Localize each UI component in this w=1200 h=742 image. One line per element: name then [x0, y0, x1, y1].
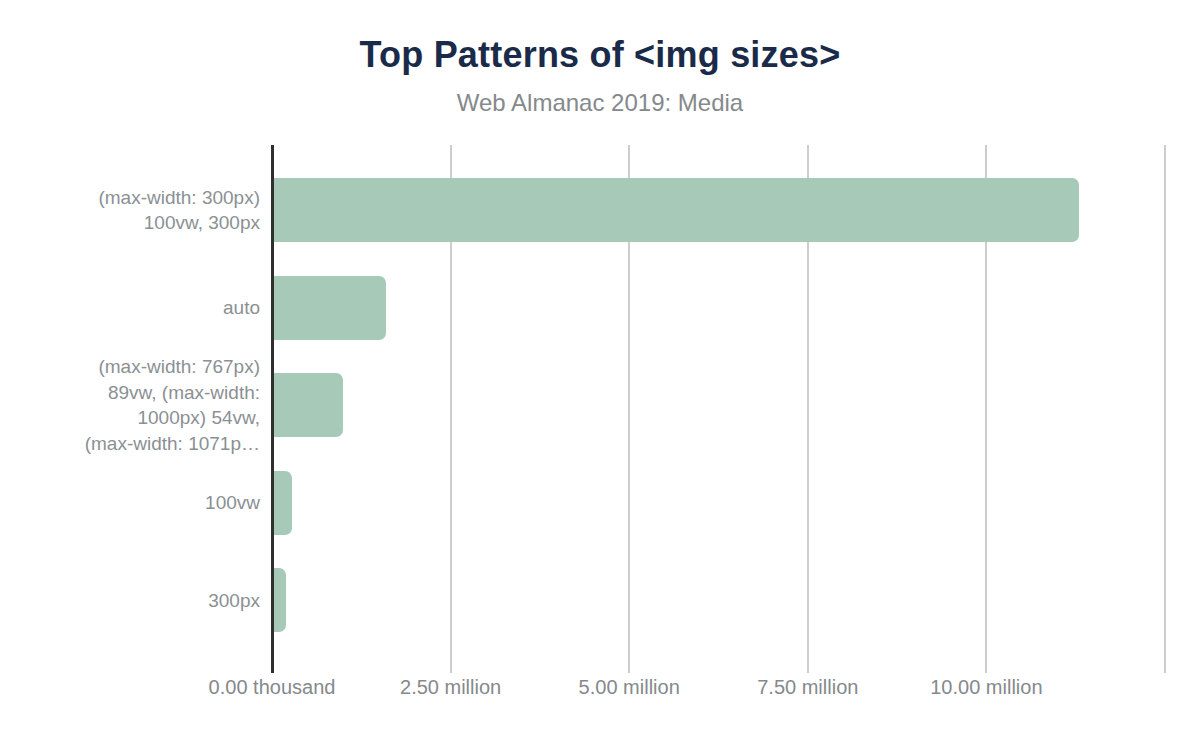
x-tick-label: 10.00 million [930, 676, 1042, 699]
y-label-row: (max-width: 300px)100vw, 300px [0, 178, 260, 276]
x-tick-label: 5.00 million [579, 676, 680, 699]
category-label: (max-width: 767px)89vw, (max-width:1000p… [0, 373, 260, 437]
bar[interactable] [272, 178, 1079, 242]
y-label-row: 100vw [0, 471, 260, 569]
bar-row [272, 471, 1185, 569]
category-label-line: auto [223, 295, 260, 321]
category-label-line: (max-width: 1071p… [85, 431, 260, 457]
bar-row [272, 568, 1185, 666]
category-label-line: (max-width: 767px) [98, 354, 260, 380]
x-tick-label: 2.50 million [400, 676, 501, 699]
bar-row [272, 276, 1185, 374]
category-label: 300px [0, 568, 260, 632]
y-axis-labels: (max-width: 300px)100vw, 300px auto (max-w… [0, 145, 260, 662]
x-tick-label: 0.00 thousand [209, 676, 336, 699]
chart-canvas: Top Patterns of <img sizes> Web Almanac … [0, 0, 1200, 742]
category-label-line: (max-width: 300px) [98, 185, 260, 211]
y-label-row: (max-width: 767px)89vw, (max-width:1000p… [0, 373, 260, 471]
bar-row [272, 373, 1185, 471]
category-label-line: 89vw, (max-width: [108, 380, 260, 406]
category-label-line: 100vw, 300px [144, 210, 260, 236]
y-label-row: 300px [0, 568, 260, 666]
category-label-line: 100vw [205, 490, 260, 516]
chart-title: Top Patterns of <img sizes> [0, 34, 1200, 76]
bar[interactable] [272, 568, 286, 632]
y-axis-line [271, 145, 274, 662]
x-axis-labels: 0.00 thousand2.50 million5.00 million7.5… [272, 676, 1185, 704]
category-label: auto [0, 276, 260, 340]
chart-header: Top Patterns of <img sizes> Web Almanac … [0, 34, 1200, 117]
bars-layer [272, 145, 1185, 662]
category-label: (max-width: 300px)100vw, 300px [0, 178, 260, 242]
category-label-line: 1000px) 54vw, [137, 405, 260, 431]
category-label: 100vw [0, 471, 260, 535]
bar-row [272, 178, 1185, 276]
x-tick-label: 7.50 million [757, 676, 858, 699]
chart-subtitle: Web Almanac 2019: Media [0, 89, 1200, 117]
bar[interactable] [272, 373, 343, 437]
category-label-line: 300px [208, 588, 260, 614]
bar[interactable] [272, 276, 386, 340]
bar[interactable] [272, 471, 292, 535]
plot-area [272, 145, 1185, 662]
